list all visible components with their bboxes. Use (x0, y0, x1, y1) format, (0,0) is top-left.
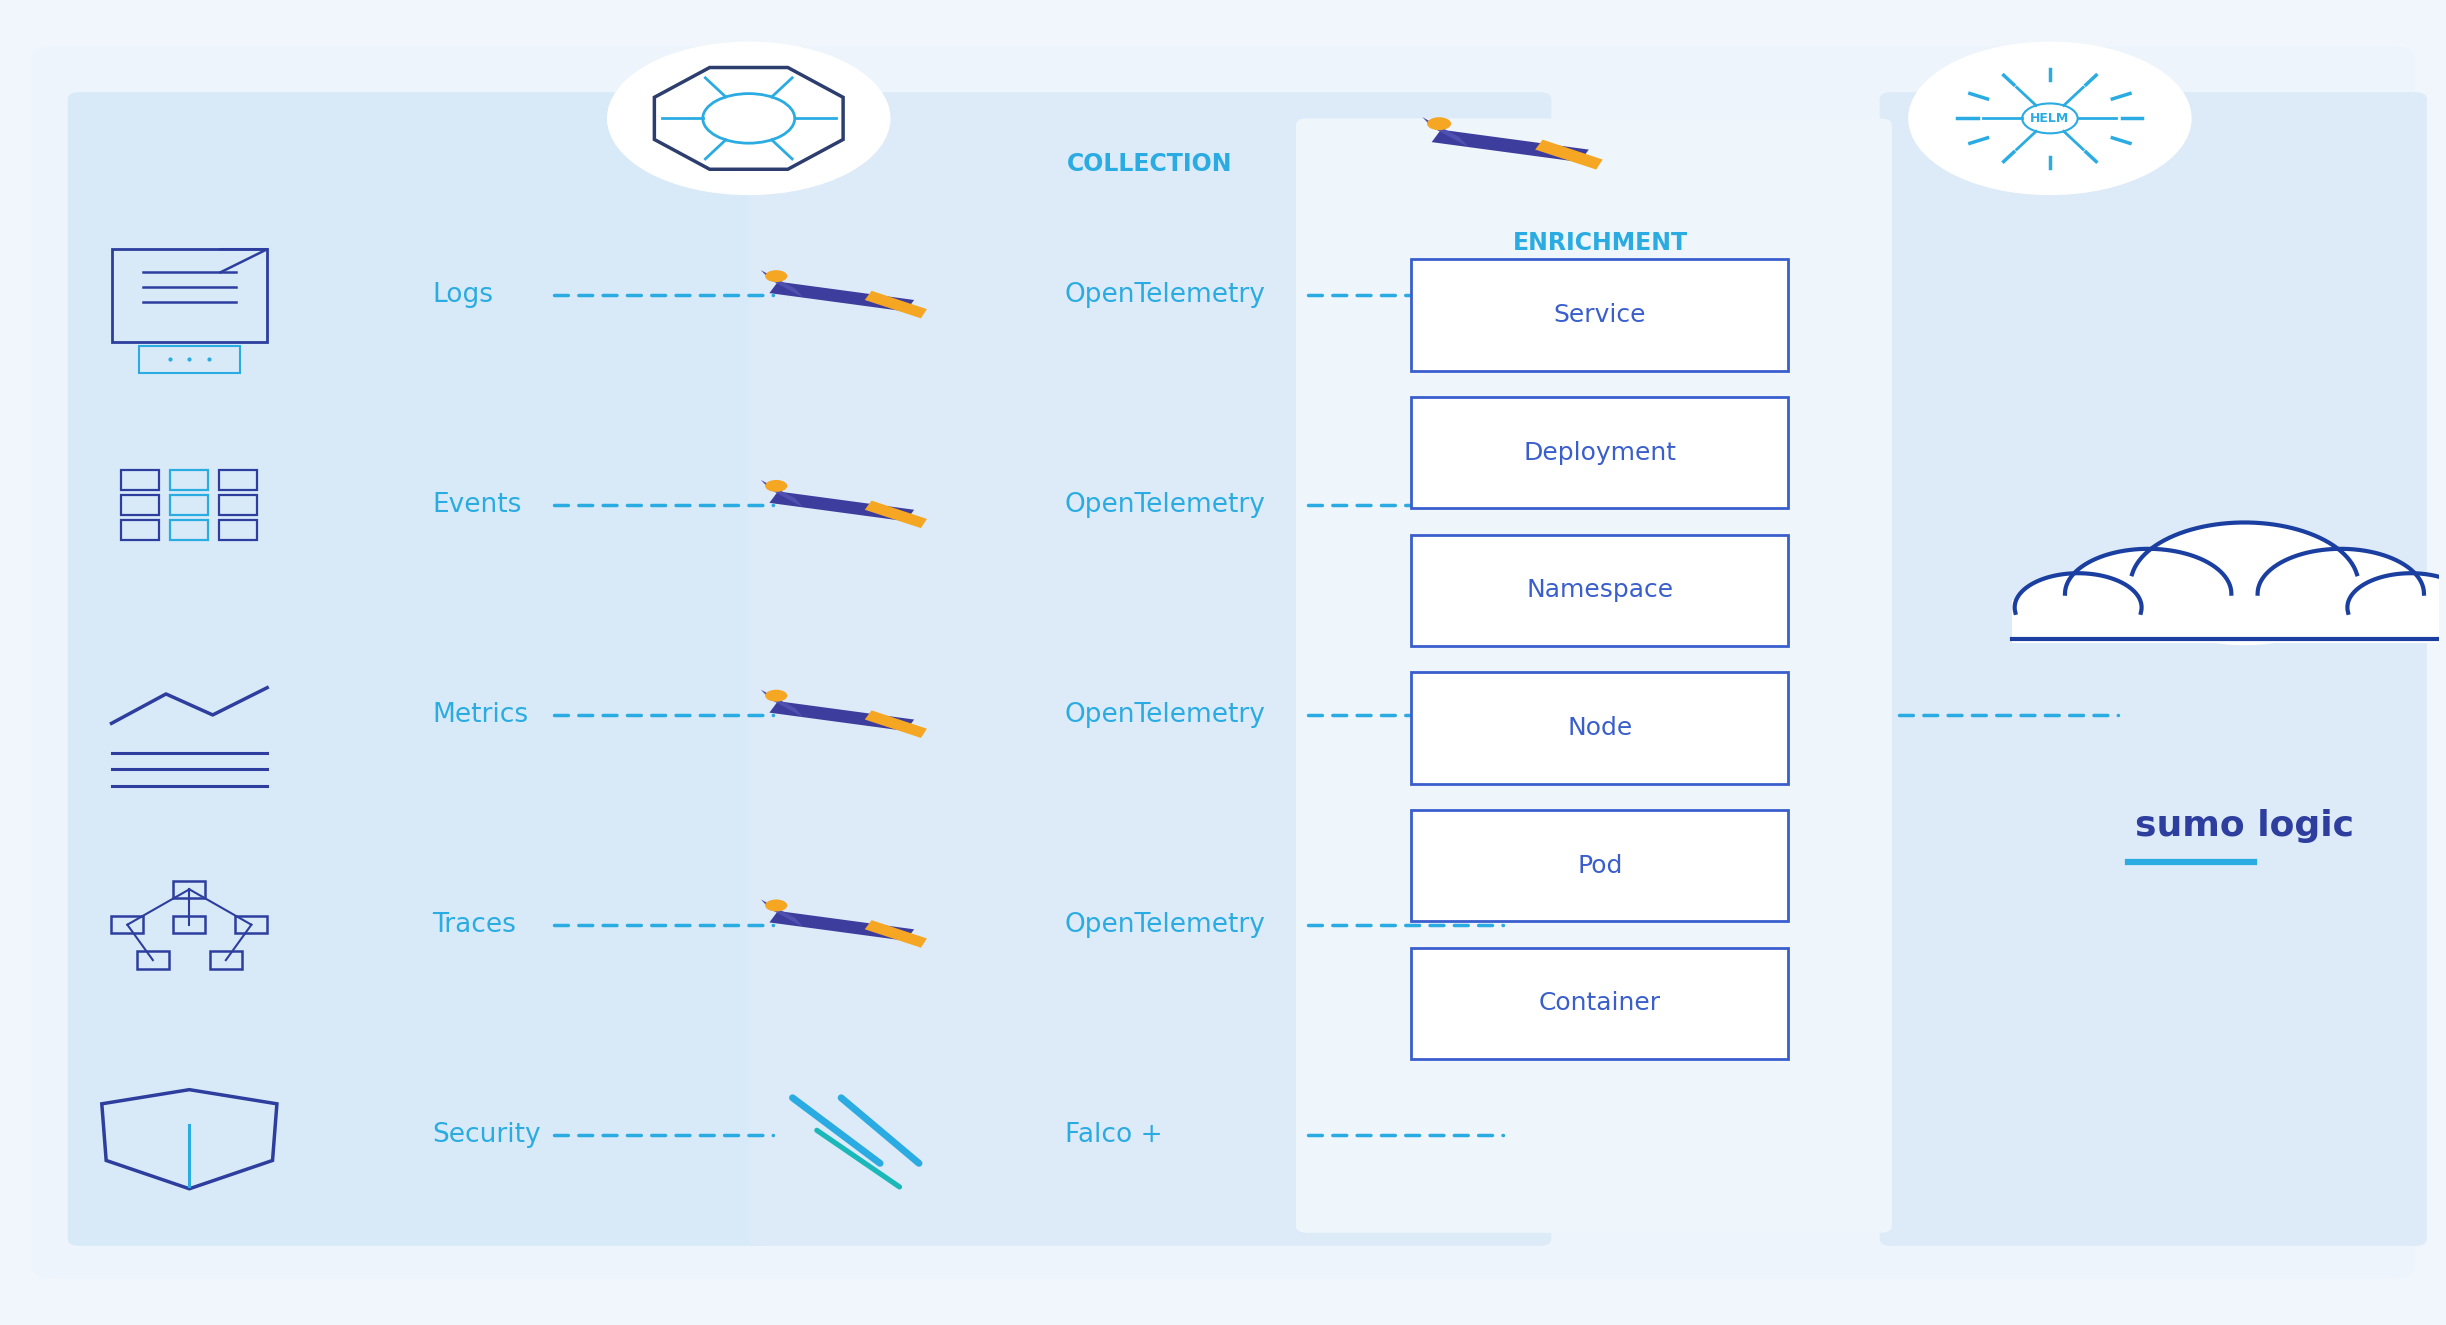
Circle shape (2348, 574, 2446, 641)
Circle shape (1426, 117, 1450, 130)
Polygon shape (866, 290, 927, 318)
Circle shape (766, 480, 788, 492)
Text: HELM: HELM (2030, 111, 2069, 125)
Circle shape (766, 690, 788, 702)
Polygon shape (770, 701, 915, 731)
Polygon shape (866, 920, 927, 947)
Text: OpenTelemetry: OpenTelemetry (1064, 492, 1265, 518)
Polygon shape (761, 480, 802, 507)
Text: Deployment: Deployment (1524, 441, 1676, 465)
Text: Traces: Traces (433, 912, 516, 938)
Text: OpenTelemetry: OpenTelemetry (1064, 282, 1265, 309)
Text: Namespace: Namespace (1526, 579, 1673, 603)
Polygon shape (761, 900, 802, 928)
FancyBboxPatch shape (32, 46, 2414, 1279)
Text: OpenTelemetry: OpenTelemetry (1064, 912, 1265, 938)
Text: Node: Node (1568, 716, 1631, 741)
Polygon shape (770, 282, 915, 311)
FancyBboxPatch shape (2013, 600, 2446, 643)
Polygon shape (866, 501, 927, 529)
FancyBboxPatch shape (1296, 118, 1891, 1232)
Text: Falco +: Falco + (1064, 1121, 1162, 1147)
Polygon shape (761, 270, 802, 298)
Text: Container: Container (1539, 991, 1661, 1015)
Text: sumo logic: sumo logic (2135, 810, 2353, 844)
Text: Logs: Logs (433, 282, 494, 309)
FancyBboxPatch shape (1411, 947, 1788, 1059)
Polygon shape (770, 492, 915, 521)
FancyBboxPatch shape (1879, 93, 2426, 1245)
Text: Events: Events (433, 492, 521, 518)
FancyBboxPatch shape (68, 93, 773, 1245)
Circle shape (766, 270, 788, 282)
Circle shape (2258, 549, 2424, 639)
Circle shape (2016, 574, 2143, 641)
Polygon shape (770, 912, 915, 941)
Circle shape (2064, 549, 2231, 639)
Text: Security: Security (433, 1121, 541, 1147)
FancyBboxPatch shape (1411, 398, 1788, 509)
FancyBboxPatch shape (748, 93, 1551, 1245)
FancyBboxPatch shape (1411, 672, 1788, 784)
FancyBboxPatch shape (1411, 260, 1788, 371)
Circle shape (766, 900, 788, 912)
Polygon shape (761, 690, 802, 717)
Text: COLLECTION: COLLECTION (1066, 152, 1233, 176)
Polygon shape (1424, 117, 1468, 147)
Polygon shape (1431, 130, 1590, 162)
Text: ENRICHMENT: ENRICHMENT (1512, 231, 1688, 254)
Text: OpenTelemetry: OpenTelemetry (1064, 702, 1265, 727)
Text: Service: Service (1553, 303, 1646, 327)
Polygon shape (866, 710, 927, 738)
Circle shape (2130, 522, 2358, 645)
Text: Pod: Pod (1578, 853, 1622, 877)
Text: Metrics: Metrics (433, 702, 528, 727)
Polygon shape (1536, 139, 1602, 170)
Circle shape (1908, 42, 2192, 195)
FancyBboxPatch shape (1411, 535, 1788, 647)
Circle shape (607, 42, 890, 195)
FancyBboxPatch shape (1411, 810, 1788, 921)
